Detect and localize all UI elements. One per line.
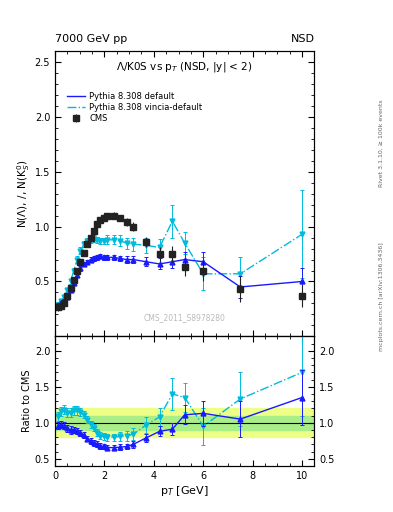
Pythia 8.308 default bbox=[101, 254, 106, 261]
Pythia 8.308 vincia-default bbox=[78, 248, 83, 254]
Pythia 8.308 default bbox=[65, 294, 70, 300]
Pythia 8.308 vincia-default bbox=[59, 298, 63, 304]
Pythia 8.308 default bbox=[72, 280, 76, 286]
Pythia 8.308 default bbox=[75, 272, 80, 278]
Pythia 8.308 default bbox=[59, 301, 63, 307]
Line: Pythia 8.308 default: Pythia 8.308 default bbox=[58, 257, 302, 306]
Pythia 8.308 vincia-default bbox=[62, 294, 66, 301]
Pythia 8.308 default bbox=[182, 257, 187, 263]
Pythia 8.308 default bbox=[92, 255, 96, 262]
Pythia 8.308 vincia-default bbox=[131, 241, 136, 247]
Bar bbox=[55, 416, 314, 430]
Pythia 8.308 default bbox=[78, 265, 83, 271]
Pythia 8.308 default bbox=[144, 259, 149, 265]
Text: NSD: NSD bbox=[290, 33, 314, 44]
Pythia 8.308 default bbox=[82, 261, 86, 267]
Pythia 8.308 vincia-default bbox=[95, 237, 99, 243]
Pythia 8.308 vincia-default bbox=[182, 240, 187, 246]
Pythia 8.308 vincia-default bbox=[56, 302, 61, 308]
Pythia 8.308 default bbox=[68, 287, 73, 293]
Pythia 8.308 vincia-default bbox=[170, 218, 175, 224]
Pythia 8.308 default bbox=[85, 259, 90, 265]
Pythia 8.308 vincia-default bbox=[238, 271, 242, 277]
Pythia 8.308 default bbox=[124, 257, 129, 263]
Pythia 8.308 default bbox=[56, 303, 61, 309]
Pythia 8.308 default bbox=[157, 261, 162, 267]
Pythia 8.308 vincia-default bbox=[72, 267, 76, 273]
Y-axis label: N($\Lambda$), /, N(K$^0_S$): N($\Lambda$), /, N(K$^0_S$) bbox=[15, 160, 32, 228]
Pythia 8.308 default bbox=[95, 254, 99, 261]
Pythia 8.308 default bbox=[131, 257, 136, 263]
Pythia 8.308 default bbox=[300, 279, 305, 285]
Text: mcplots.cern.ch [arXiv:1306.3436]: mcplots.cern.ch [arXiv:1306.3436] bbox=[379, 243, 384, 351]
Text: 7000 GeV pp: 7000 GeV pp bbox=[55, 33, 127, 44]
Pythia 8.308 vincia-default bbox=[85, 238, 90, 244]
Pythia 8.308 default bbox=[98, 253, 103, 260]
Line: Pythia 8.308 vincia-default: Pythia 8.308 vincia-default bbox=[58, 221, 302, 305]
Pythia 8.308 vincia-default bbox=[201, 271, 206, 277]
Pythia 8.308 default bbox=[88, 257, 93, 263]
Legend: Pythia 8.308 default, Pythia 8.308 vincia-default, CMS: Pythia 8.308 default, Pythia 8.308 vinci… bbox=[64, 90, 205, 126]
Pythia 8.308 vincia-default bbox=[92, 236, 96, 242]
Pythia 8.308 vincia-default bbox=[124, 240, 129, 246]
Bar bbox=[55, 409, 314, 437]
Pythia 8.308 vincia-default bbox=[98, 238, 103, 244]
Text: CMS_2011_S8978280: CMS_2011_S8978280 bbox=[144, 313, 226, 322]
X-axis label: p$_T$ [GeV]: p$_T$ [GeV] bbox=[160, 483, 209, 498]
Pythia 8.308 vincia-default bbox=[111, 237, 116, 243]
Pythia 8.308 vincia-default bbox=[101, 238, 106, 244]
Pythia 8.308 default bbox=[111, 254, 116, 261]
Pythia 8.308 vincia-default bbox=[82, 241, 86, 247]
Pythia 8.308 vincia-default bbox=[300, 231, 305, 238]
Pythia 8.308 default bbox=[105, 254, 110, 261]
Pythia 8.308 vincia-default bbox=[65, 287, 70, 293]
Pythia 8.308 vincia-default bbox=[68, 279, 73, 285]
Pythia 8.308 default bbox=[118, 255, 123, 262]
Pythia 8.308 vincia-default bbox=[88, 237, 93, 243]
Pythia 8.308 default bbox=[238, 284, 242, 290]
Text: Rivet 3.1.10, ≥ 100k events: Rivet 3.1.10, ≥ 100k events bbox=[379, 99, 384, 187]
Pythia 8.308 vincia-default bbox=[75, 257, 80, 263]
Pythia 8.308 default bbox=[170, 259, 175, 265]
Pythia 8.308 vincia-default bbox=[144, 242, 149, 248]
Pythia 8.308 vincia-default bbox=[157, 244, 162, 250]
Pythia 8.308 default bbox=[62, 298, 66, 304]
Pythia 8.308 default bbox=[201, 259, 206, 265]
Text: $\Lambda$/K0S vs p$_T$ (NSD, |y| < 2): $\Lambda$/K0S vs p$_T$ (NSD, |y| < 2) bbox=[116, 60, 253, 74]
Y-axis label: Ratio to CMS: Ratio to CMS bbox=[22, 370, 32, 432]
Pythia 8.308 vincia-default bbox=[118, 238, 123, 244]
Pythia 8.308 vincia-default bbox=[105, 237, 110, 243]
